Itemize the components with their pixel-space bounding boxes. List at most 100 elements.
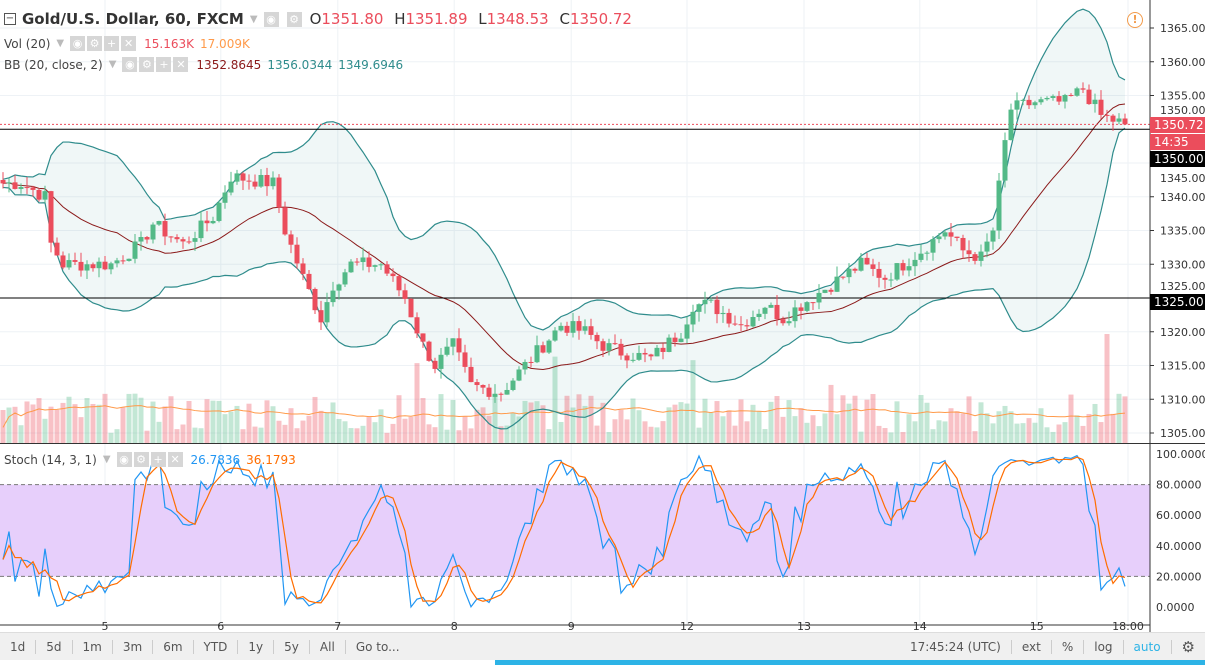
volume-bar (834, 414, 840, 443)
volume-bar (96, 404, 102, 443)
volume-bar (270, 406, 276, 443)
range-6m[interactable]: 6m (153, 639, 194, 654)
vol-label[interactable]: Vol (20) (4, 36, 51, 51)
chevron-down-icon[interactable]: ▼ (102, 454, 111, 465)
candle (750, 317, 756, 327)
volume-bar (66, 396, 72, 443)
eye-icon[interactable]: ◉ (70, 36, 86, 51)
candle (828, 289, 834, 292)
goto-button[interactable]: Go to... (355, 639, 400, 654)
volume-bar (180, 424, 186, 443)
plus-icon[interactable]: + (104, 36, 120, 51)
range-ytd[interactable]: YTD (194, 639, 239, 654)
volume-bar (114, 429, 120, 443)
bb-label[interactable]: BB (20, close, 2) (4, 57, 103, 72)
bb-upper-value: 1356.0344 (267, 57, 333, 72)
volume-bar (396, 395, 402, 443)
ext-toggle[interactable]: ext (1012, 639, 1052, 654)
eye-icon[interactable]: ◉ (263, 11, 279, 27)
gear-icon[interactable]: ⚙ (139, 57, 155, 72)
volume-bar (324, 412, 330, 443)
range-1d[interactable]: 1d (0, 639, 37, 654)
candle (846, 268, 852, 278)
range-1m[interactable]: 1m (73, 639, 113, 654)
stoch-label[interactable]: Stoch (14, 3, 1) (4, 452, 97, 467)
plus-icon[interactable]: + (156, 57, 172, 72)
range-5d[interactable]: 5d (36, 639, 73, 654)
candle (744, 325, 750, 327)
volume-bar (840, 395, 846, 443)
gear-icon[interactable]: ⚙ (286, 11, 302, 27)
time-tick-label: 9 (568, 620, 575, 632)
close-icon[interactable]: ✕ (167, 452, 183, 467)
stoch-d-value: 36.1793 (246, 452, 296, 467)
time-tick-label: 8 (451, 620, 458, 632)
candle (1008, 109, 1014, 141)
range-1y[interactable]: 1y (238, 639, 275, 654)
volume-bar (1098, 422, 1104, 443)
eye-icon[interactable]: ◉ (122, 57, 138, 72)
candle (522, 361, 528, 370)
candle (120, 260, 126, 262)
range-all[interactable]: All (310, 639, 346, 654)
candle (930, 239, 936, 253)
candle (876, 268, 882, 278)
candle (996, 180, 1002, 231)
volume-bar (54, 409, 60, 443)
gear-icon[interactable]: ⚙ (87, 36, 103, 51)
range-3m[interactable]: 3m (113, 639, 154, 654)
volume-bar (336, 418, 342, 443)
volume-bar (822, 413, 828, 443)
chart-canvas[interactable]: 1365.001360.001355.001350.001345.001340.… (0, 0, 1205, 632)
eye-icon[interactable]: ◉ (116, 452, 132, 467)
warning-icon[interactable]: ! (1127, 12, 1143, 28)
gear-icon[interactable]: ⚙ (133, 452, 149, 467)
candle (564, 325, 570, 333)
volume-bar (1092, 403, 1098, 443)
close-icon[interactable]: ✕ (121, 36, 137, 51)
close-icon[interactable]: ✕ (173, 57, 189, 72)
candle (216, 202, 222, 221)
settings-gear-icon[interactable]: ⚙ (1181, 637, 1195, 656)
auto-toggle[interactable]: auto (1124, 639, 1172, 654)
bb-upper-line (2, 8, 1126, 331)
vol-value: 15.163K (144, 36, 194, 51)
volume-bar (162, 406, 168, 443)
volume-bar (84, 398, 90, 443)
volume-bar (12, 406, 18, 443)
volume-ma-line (2, 405, 1126, 428)
chevron-down-icon[interactable]: ▼ (249, 13, 258, 25)
percent-toggle[interactable]: % (1052, 639, 1085, 654)
volume-bar (402, 418, 408, 443)
volume-bar (528, 402, 534, 443)
volume-bar (552, 356, 558, 443)
volume-bar (1020, 423, 1026, 443)
volume-bar (756, 411, 762, 443)
volume-bar (42, 418, 48, 443)
bb-basis-value: 1352.8645 (196, 57, 262, 72)
volume-bar (648, 426, 654, 443)
candle (78, 261, 84, 271)
symbol-title[interactable]: Gold/U.S. Dollar, 60, FXCM (22, 10, 244, 28)
bottom-toolbar: 1d 5d 1m 3m 6m YTD 1y 5y All Go to... 17… (0, 632, 1205, 660)
candle (1116, 118, 1122, 122)
collapse-icon[interactable]: − (4, 13, 16, 25)
volume-bar (738, 399, 744, 443)
plus-icon[interactable]: + (150, 452, 166, 467)
candle (606, 343, 612, 351)
price-tick-label: 1330.00 (1160, 258, 1205, 271)
chevron-down-icon[interactable]: ▼ (108, 59, 117, 70)
candle (18, 187, 24, 189)
range-5y[interactable]: 5y (274, 639, 310, 654)
candle (414, 317, 420, 334)
candle (444, 346, 450, 355)
log-toggle[interactable]: log (1084, 639, 1124, 654)
candle (432, 360, 438, 369)
candle (834, 276, 840, 292)
candle (306, 273, 312, 289)
chevron-down-icon[interactable]: ▼ (56, 38, 65, 49)
candle (894, 263, 900, 280)
candle (1002, 140, 1008, 181)
candle (960, 237, 966, 251)
scroll-indicator[interactable] (495, 660, 1205, 665)
